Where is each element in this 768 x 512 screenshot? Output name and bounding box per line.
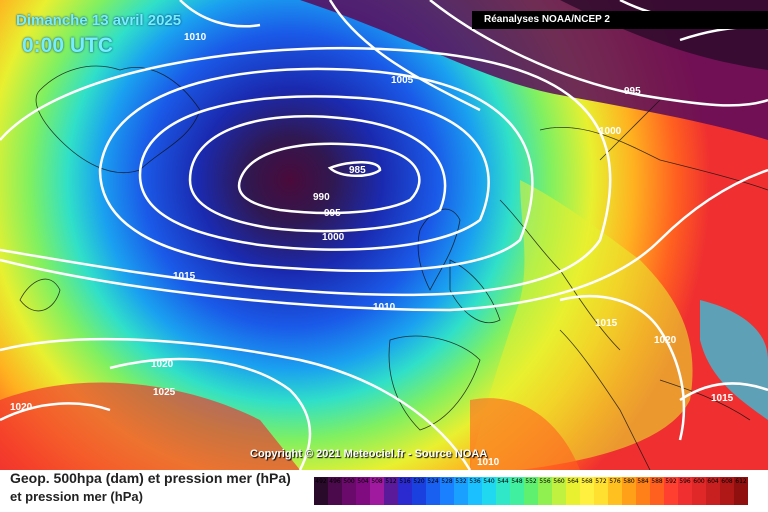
warm-sector-mediterranean bbox=[470, 398, 580, 470]
scale-cell: 532 bbox=[454, 477, 468, 505]
scale-cell: 572 bbox=[594, 477, 608, 505]
scale-cell: 576 bbox=[608, 477, 622, 505]
scale-tick-label: 604 bbox=[707, 478, 719, 485]
scale-cell: 604 bbox=[706, 477, 720, 505]
color-scale: 492 496 500 504 508 512 516 520 524 528 532 536 540 5… bbox=[314, 477, 748, 505]
scale-cell: 516 bbox=[398, 477, 412, 505]
scale-tick-label: 592 bbox=[665, 478, 677, 485]
isobar-label: 1015 bbox=[595, 318, 618, 329]
scale-cell: 600 bbox=[692, 477, 706, 505]
scale-tick-label: 520 bbox=[413, 478, 425, 485]
scale-cell: 500 bbox=[342, 477, 356, 505]
scale-cell: 544 bbox=[496, 477, 510, 505]
scale-cell: 536 bbox=[468, 477, 482, 505]
scale-tick-label: 528 bbox=[441, 478, 453, 485]
scale-tick-label: 516 bbox=[399, 478, 411, 485]
isobar-label: 1000 bbox=[322, 232, 345, 243]
scale-tick-label: 612 bbox=[735, 478, 747, 485]
isobar-label: 1010 bbox=[477, 457, 500, 468]
isobar-labels: 1010 1005 995 1000 985 990 995 1000 1015… bbox=[10, 32, 734, 468]
scale-cell: 548 bbox=[510, 477, 524, 505]
scale-tick-label: 580 bbox=[623, 478, 635, 485]
scale-tick-label: 600 bbox=[693, 478, 705, 485]
weather-map: 1010 1005 995 1000 985 990 995 1000 1015… bbox=[0, 0, 768, 470]
data-source-label: Réanalyses NOAA/NCEP 2 bbox=[472, 11, 768, 29]
legend-title: Geop. 500hpa (dam) et pression mer (hPa) bbox=[10, 470, 291, 486]
scale-cell: 524 bbox=[426, 477, 440, 505]
isobar-label: 1015 bbox=[173, 271, 196, 282]
scale-tick-label: 596 bbox=[679, 478, 691, 485]
scale-cell: 512 bbox=[384, 477, 398, 505]
scale-cell: 496 bbox=[328, 477, 342, 505]
scale-cell: 556 bbox=[538, 477, 552, 505]
scale-tick-label: 500 bbox=[343, 478, 355, 485]
isobars bbox=[0, 0, 768, 470]
run-date: Dimanche 13 avril 2025 bbox=[16, 12, 182, 29]
scale-cell: 608 bbox=[720, 477, 734, 505]
scale-tick-label: 588 bbox=[651, 478, 663, 485]
scale-tick-label: 608 bbox=[721, 478, 733, 485]
cold-pool-east bbox=[700, 300, 768, 420]
scale-cell: 508 bbox=[370, 477, 384, 505]
scale-tick-label: 532 bbox=[455, 478, 467, 485]
scale-tick-label: 492 bbox=[315, 478, 327, 485]
scale-tick-label: 564 bbox=[567, 478, 579, 485]
scale-tick-label: 544 bbox=[497, 478, 509, 485]
scale-tick-label: 496 bbox=[329, 478, 341, 485]
scale-cell: 588 bbox=[650, 477, 664, 505]
scale-cell: 492 bbox=[314, 477, 328, 505]
scale-cell: 564 bbox=[566, 477, 580, 505]
scale-tick-label: 508 bbox=[371, 478, 383, 485]
isobar-label: 1020 bbox=[654, 335, 677, 346]
scale-tick-label: 568 bbox=[581, 478, 593, 485]
scale-tick-label: 536 bbox=[469, 478, 481, 485]
isobar-label: 990 bbox=[313, 192, 330, 203]
scale-cell: 592 bbox=[664, 477, 678, 505]
scale-tick-label: 572 bbox=[595, 478, 607, 485]
scale-tick-label: 584 bbox=[637, 478, 649, 485]
isobar-label: 1020 bbox=[10, 402, 33, 413]
scale-cell: 580 bbox=[622, 477, 636, 505]
scale-cell: 540 bbox=[482, 477, 496, 505]
scale-cell: 528 bbox=[440, 477, 454, 505]
scale-tick-label: 512 bbox=[385, 478, 397, 485]
legend-subtitle: et pression mer (hPa) bbox=[10, 489, 143, 504]
run-time: 0:00 UTC bbox=[22, 34, 114, 57]
isobar-label: 1005 bbox=[391, 75, 414, 86]
isobar-label: 1020 bbox=[151, 359, 174, 370]
isobar-label: 1015 bbox=[711, 393, 734, 404]
scale-cell: 568 bbox=[580, 477, 594, 505]
scale-tick-label: 548 bbox=[511, 478, 523, 485]
scale-cell: 584 bbox=[636, 477, 650, 505]
scale-cell: 560 bbox=[552, 477, 566, 505]
scale-tick-label: 552 bbox=[525, 478, 537, 485]
scale-cell: 596 bbox=[678, 477, 692, 505]
ridge-central-europe bbox=[470, 180, 693, 470]
isobar-label: 995 bbox=[624, 86, 641, 97]
isobar-label: 1010 bbox=[373, 302, 396, 313]
scale-tick-label: 576 bbox=[609, 478, 621, 485]
scale-tick-label: 504 bbox=[357, 478, 369, 485]
scale-cell: 504 bbox=[356, 477, 370, 505]
legend-footer: Geop. 500hpa (dam) et pression mer (hPa)… bbox=[0, 470, 768, 512]
isobar-label: 985 bbox=[349, 165, 366, 176]
scale-tick-label: 560 bbox=[553, 478, 565, 485]
isobar-label: 1000 bbox=[599, 126, 622, 137]
scale-tick-label: 524 bbox=[427, 478, 439, 485]
coastlines bbox=[19, 65, 768, 470]
scale-cell: 520 bbox=[412, 477, 426, 505]
isobar-label: 995 bbox=[324, 208, 341, 219]
isobar-label: 1010 bbox=[184, 32, 207, 43]
scale-cell: 612 bbox=[734, 477, 748, 505]
scale-cell: 552 bbox=[524, 477, 538, 505]
scale-tick-label: 540 bbox=[483, 478, 495, 485]
copyright-notice: Copyright © 2021 Meteociel.fr - Source N… bbox=[250, 448, 488, 460]
scale-tick-label: 556 bbox=[539, 478, 551, 485]
isobar-label: 1025 bbox=[153, 387, 176, 398]
